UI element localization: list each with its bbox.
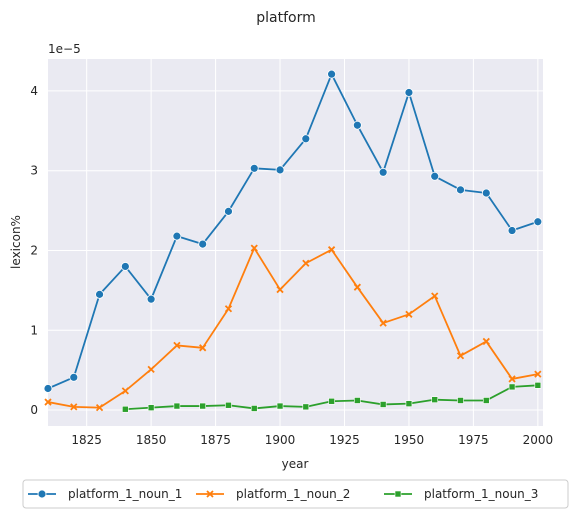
y-tick-label: 3 [30,164,38,178]
data-point [405,400,413,407]
data-point [225,401,232,409]
data-point [431,292,439,300]
data-point [43,384,53,393]
series-layer [43,69,543,413]
data-point [147,404,155,411]
data-point [173,402,181,410]
y-tick-label: 2 [30,243,38,257]
series-3 [122,382,542,413]
x-tick-label: 1975 [458,433,489,447]
data-point [533,217,543,227]
x-tick-label: 1850 [136,433,167,447]
y-scale-label: 1e−5 [48,42,81,56]
data-point [534,370,542,378]
data-point [69,372,79,382]
data-point [147,365,155,373]
data-point [172,231,182,241]
data-point [249,163,259,173]
x-tick-label: 2000 [523,433,554,447]
data-point [224,305,233,313]
x-tick-label: 1900 [265,433,296,447]
legend: platform_1_noun_1 platform_1_noun_2 platfo… [22,479,569,509]
series-line [47,73,539,390]
data-point [508,383,516,391]
x-tick-label: 1925 [329,433,360,447]
data-point [430,171,440,181]
data-point [173,341,181,350]
data-point [276,402,284,410]
data-point [275,165,285,175]
series-1 [43,69,543,393]
data-point [120,262,130,271]
data-point [508,375,516,383]
data-point [327,246,336,254]
data-point [95,404,104,412]
x-tick-label: 1825 [71,433,102,447]
y-axis-ticks: 0 1 2 3 4 [30,84,38,417]
data-point [199,402,206,410]
legend-marker [37,489,47,499]
data-point [70,403,78,411]
data-point [95,289,104,299]
data-point [379,401,387,408]
data-point [457,397,464,404]
data-point [199,344,207,352]
data-point [456,352,465,360]
data-point [507,226,517,235]
data-point [327,69,336,79]
series-line [47,247,539,409]
data-point [276,285,284,294]
x-tick-label: 1950 [394,433,425,447]
legend-label: platform_1_noun_2 [236,487,350,501]
x-axis-ticks: 1825 1850 1875 1900 1925 1950 1975 2000 [71,433,553,447]
data-point [302,403,310,411]
x-tick-label: 1875 [200,433,231,447]
data-point [431,396,439,403]
data-point [378,167,388,177]
data-point [250,244,258,252]
data-point [224,206,233,216]
legend-label: platform_1_noun_3 [424,487,538,501]
data-point [198,239,208,249]
series-2 [44,244,542,412]
data-point [354,397,361,404]
plot-area [48,59,543,426]
data-point [405,310,413,318]
y-tick-label: 1 [30,323,38,337]
data-point [121,387,129,395]
x-axis-label: year [282,457,309,471]
legend-item: platform_1_noun_2 [196,487,350,501]
data-point [481,188,491,198]
data-point [404,88,414,97]
legend-marker [394,490,402,498]
data-point [250,405,258,412]
legend-label: platform_1_noun_1 [68,487,182,501]
y-tick-label: 0 [30,403,38,417]
data-point [302,259,310,267]
y-axis-label: lexicon% [9,215,23,269]
data-point [122,405,129,413]
data-point [301,134,311,144]
legend-frame [22,479,569,509]
data-point [534,382,542,389]
chart-title: platform [256,10,316,26]
data-point [482,337,490,346]
y-tick-label: 4 [30,84,38,98]
data-point [353,283,362,291]
data-point [328,397,335,405]
grid [48,59,543,426]
legend-item: platform_1_noun_1 [28,487,182,501]
data-point [352,120,362,130]
data-point [482,397,490,404]
legend-item: platform_1_noun_3 [384,487,538,501]
legend-marker [206,490,214,498]
data-point [379,319,387,327]
data-point [456,185,465,195]
data-point [44,398,52,406]
data-point [146,294,156,304]
